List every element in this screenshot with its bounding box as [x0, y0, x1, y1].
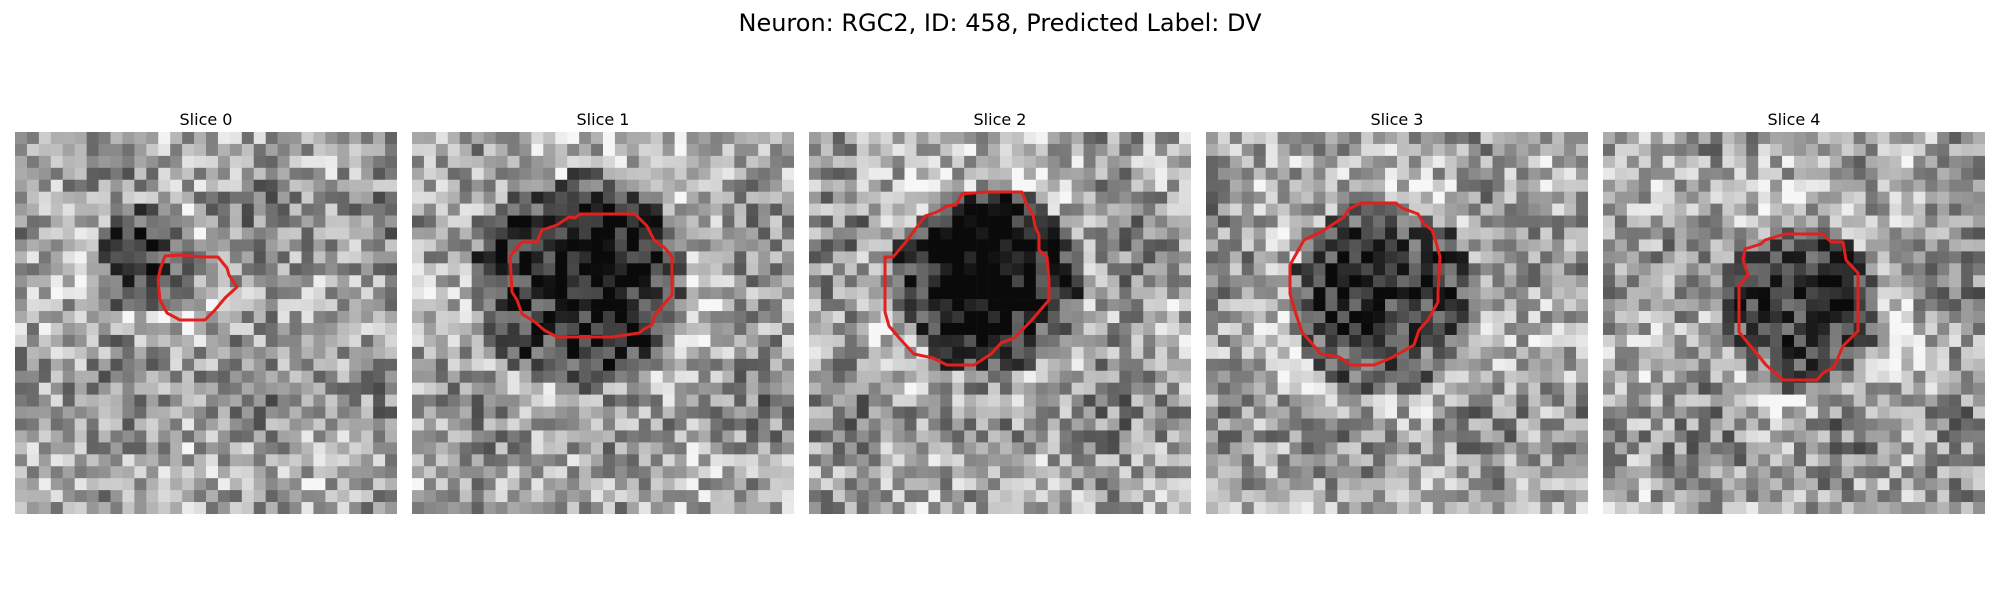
slice-title: Slice 2	[973, 110, 1027, 129]
slice-panel-1: Slice 1	[412, 108, 794, 514]
neuron-contour	[1737, 232, 1860, 382]
slice-panel-0: Slice 0	[15, 108, 397, 514]
neuron-contour	[883, 190, 1051, 367]
microscopy-pixels	[15, 132, 397, 514]
slice-image	[1206, 132, 1588, 514]
slice-image	[809, 132, 1191, 514]
slice-title: Slice 0	[179, 110, 233, 129]
microscopy-pixels	[1206, 132, 1588, 514]
slice-title: Slice 1	[576, 110, 630, 129]
slice-title: Slice 4	[1767, 110, 1821, 129]
neuron-contour	[508, 212, 674, 339]
slice-image	[412, 132, 794, 514]
figure-title: Neuron: RGC2, ID: 458, Predicted Label: …	[738, 9, 1262, 37]
slice-title: Slice 3	[1370, 110, 1424, 129]
slice-panel-4: Slice 4	[1603, 108, 1985, 514]
microscopy-pixels	[412, 132, 794, 514]
slice-panel-3: Slice 3	[1206, 108, 1588, 514]
microscopy-pixels	[809, 132, 1191, 514]
slice-image	[1603, 132, 1985, 514]
slice-panel-2: Slice 2	[809, 108, 1191, 514]
neuron-contour	[1288, 201, 1442, 367]
slice-image	[15, 132, 397, 514]
neuron-contour	[156, 253, 239, 322]
microscopy-pixels	[1603, 132, 1985, 514]
